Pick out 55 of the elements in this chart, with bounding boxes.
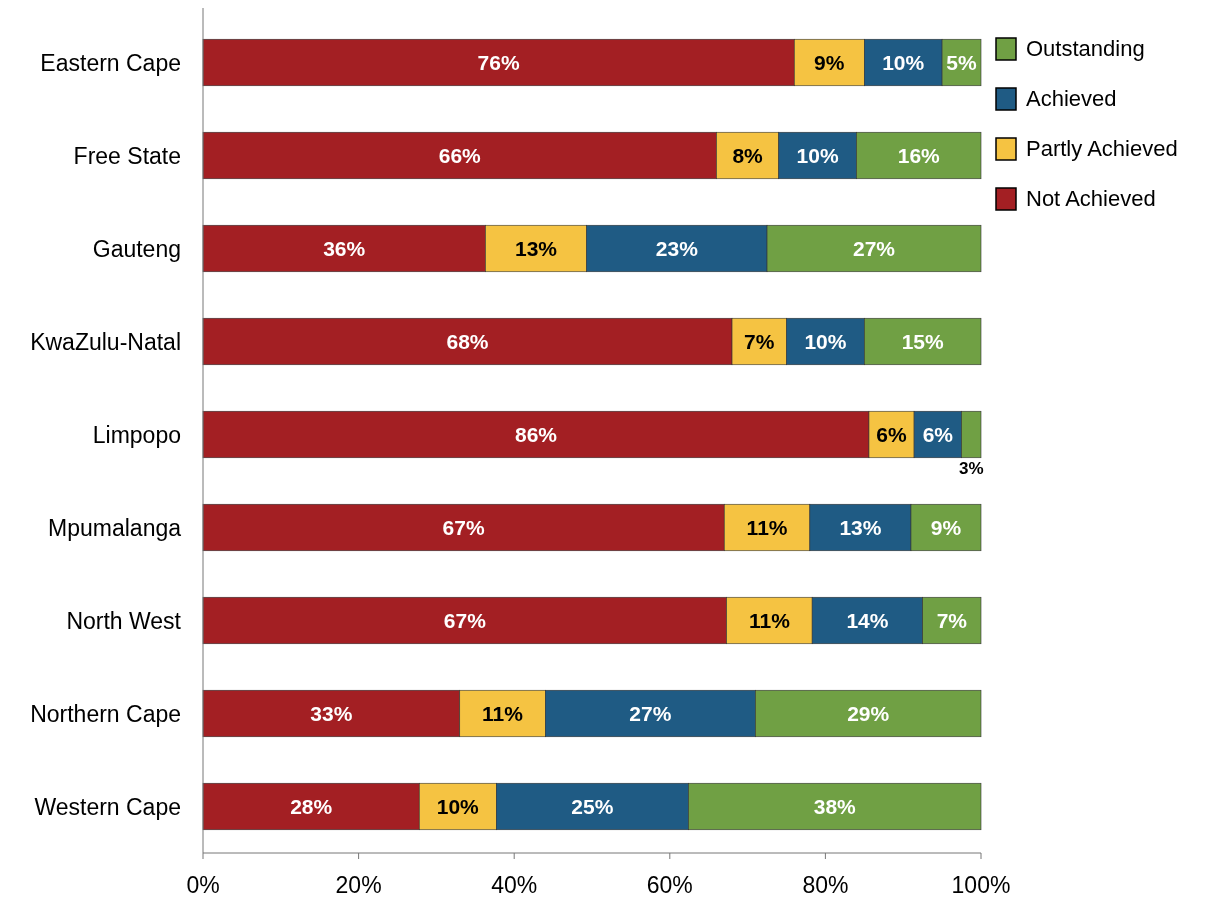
data-label: 9% [814,50,845,74]
data-label: 86% [514,422,558,446]
data-label: 13% [839,515,882,539]
x-tick-label: 80% [802,872,849,898]
data-label: 29% [847,701,890,725]
data-label: 67% [443,608,487,632]
data-label: 8% [732,143,764,167]
data-label: 10% [436,794,480,818]
x-tick-label: 20% [335,872,382,898]
data-label: 7% [936,608,968,632]
y-tick-label: Gauteng [92,235,181,262]
data-label: 27% [629,701,672,725]
data-label: 38% [813,794,857,818]
y-tick-label: Eastern Cape [40,49,181,76]
data-label: 28% [290,794,333,818]
data-label: 76% [477,50,520,74]
data-label: 3% [958,458,984,478]
data-label: 66% [438,143,482,167]
data-label: 11% [482,701,524,725]
data-label: 5% [946,50,978,74]
x-tick-label: 100% [951,872,1011,898]
data-label: 27% [853,236,896,260]
legend-label: Outstanding [1026,36,1145,61]
data-label: 11% [746,515,788,539]
data-label: 68% [446,329,489,353]
data-label: 11% [748,608,791,632]
data-label: 16% [897,143,941,167]
data-label: 33% [310,701,353,725]
data-label: 14% [846,608,889,632]
y-tick-label: Northern Cape [30,700,181,727]
legend-label: Not Achieved [1026,186,1156,211]
y-tick-label: KwaZulu-Natal [30,328,181,355]
data-label: 10% [882,50,925,74]
data-label: 9% [930,515,962,539]
data-label: 25% [571,794,614,818]
x-tick-label: 40% [491,872,538,898]
data-label: 13% [514,236,558,260]
y-tick-label: Free State [73,142,181,169]
x-tick-label: 60% [646,872,693,898]
data-label: 67% [442,515,485,539]
data-label: 6% [876,422,908,446]
data-label: 15% [901,329,944,353]
y-tick-label: Mpumalanga [48,514,182,541]
data-label: 10% [796,143,839,167]
y-tick-label: Western Cape [34,793,181,820]
data-label: 7% [744,329,775,353]
y-tick-label: North West [66,607,182,634]
legend-label: Partly Achieved [1026,136,1178,161]
data-label: 10% [804,329,847,353]
legend-label: Achieved [1026,86,1117,111]
data-label: 6% [922,422,954,446]
x-tick-label: 0% [186,872,220,898]
data-label: 23% [655,236,699,260]
data-label: 36% [323,236,366,260]
y-tick-label: Limpopo [92,421,181,448]
